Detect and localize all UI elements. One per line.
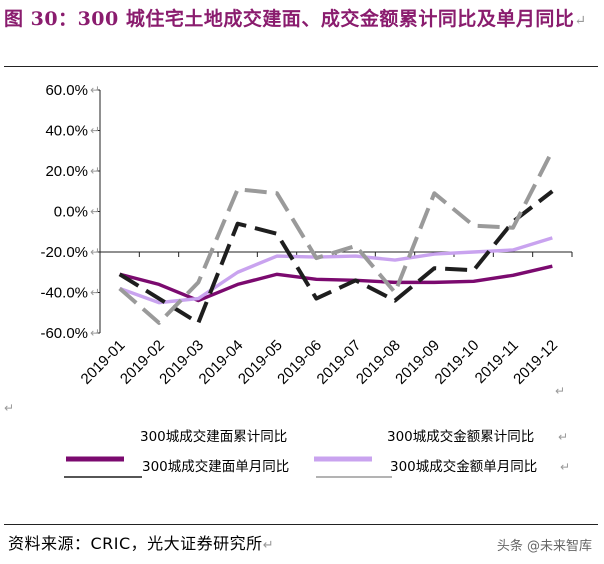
legend-label: 300城成交建面累计同比 <box>140 428 287 445</box>
x-tick-label: 2019-10 <box>432 337 483 388</box>
return-mark-icon: ↵ <box>90 124 100 138</box>
figure-title: 图 30：300 城住宅土地成交建面、成交金额累计同比及单月同比↵ <box>4 4 596 36</box>
series-line-1 <box>119 264 553 303</box>
return-mark-icon: ↵ <box>560 460 570 474</box>
return-mark-icon: ↵ <box>90 245 100 259</box>
return-mark-icon: ↵ <box>558 430 568 444</box>
source-text: 资料来源：CRIC，光大证券研究所 <box>8 534 263 553</box>
return-mark-icon: ↵ <box>90 205 100 219</box>
return-mark-icon: ↵ <box>90 164 100 178</box>
return-mark-icon: ↵ <box>262 538 275 553</box>
return-mark-icon: ↵ <box>90 83 100 97</box>
series-group <box>118 149 555 325</box>
figure-number: 图 30： <box>4 8 78 30</box>
return-mark-icon: ↵ <box>90 326 100 340</box>
y-tick-label: 20.0% <box>45 163 88 180</box>
return-mark-icon: ↵ <box>90 286 100 300</box>
y-tick-label: -40.0% <box>40 285 88 302</box>
return-mark-icon: ↵ <box>555 384 565 398</box>
footer-rule <box>4 524 598 525</box>
x-tick-group: 2019-012019-022019-032019-042019-052019-… <box>78 251 573 388</box>
y-tick-label: -60.0% <box>40 325 88 342</box>
chart: -60.0% ↵-40.0% ↵-20.0% ↵0.0% ↵20.0% ↵40.0% ↵60… <box>4 82 573 478</box>
title-rule <box>4 66 598 67</box>
x-tick-label: 2019-12 <box>510 337 561 388</box>
series-line-2 <box>119 236 553 305</box>
y-tick-label: 40.0% <box>45 123 88 140</box>
y-tick-label: 0.0% <box>54 204 88 221</box>
series-line-4 <box>118 149 555 325</box>
y-tick-label: -20.0% <box>40 244 88 261</box>
return-mark-icon: ↵ <box>4 401 14 415</box>
source-note: 资料来源：CRIC，光大证券研究所↵ <box>8 530 274 554</box>
return-mark-icon: ↵ <box>574 13 587 29</box>
legend-label: 300城成交金额累计同比 <box>387 428 534 445</box>
watermark: 头条 @未来智库 <box>496 539 592 554</box>
y-tick-group: -60.0% ↵-40.0% ↵-20.0% ↵0.0% ↵20.0% ↵40.0% ↵60… <box>40 82 100 342</box>
figure-title-text: 300 城住宅土地成交建面、成交金额累计同比及单月同比 <box>77 8 575 30</box>
legend-label: 300城成交金额单月同比 <box>390 458 537 475</box>
series-line-3 <box>118 189 554 325</box>
y-tick-label: 60.0% <box>45 82 88 99</box>
legend: 300城成交建面累计同比 300城成交金额累计同比 300城成交建面单月同比 300城… <box>64 428 570 478</box>
legend-label: 300城成交建面单月同比 <box>142 458 289 475</box>
